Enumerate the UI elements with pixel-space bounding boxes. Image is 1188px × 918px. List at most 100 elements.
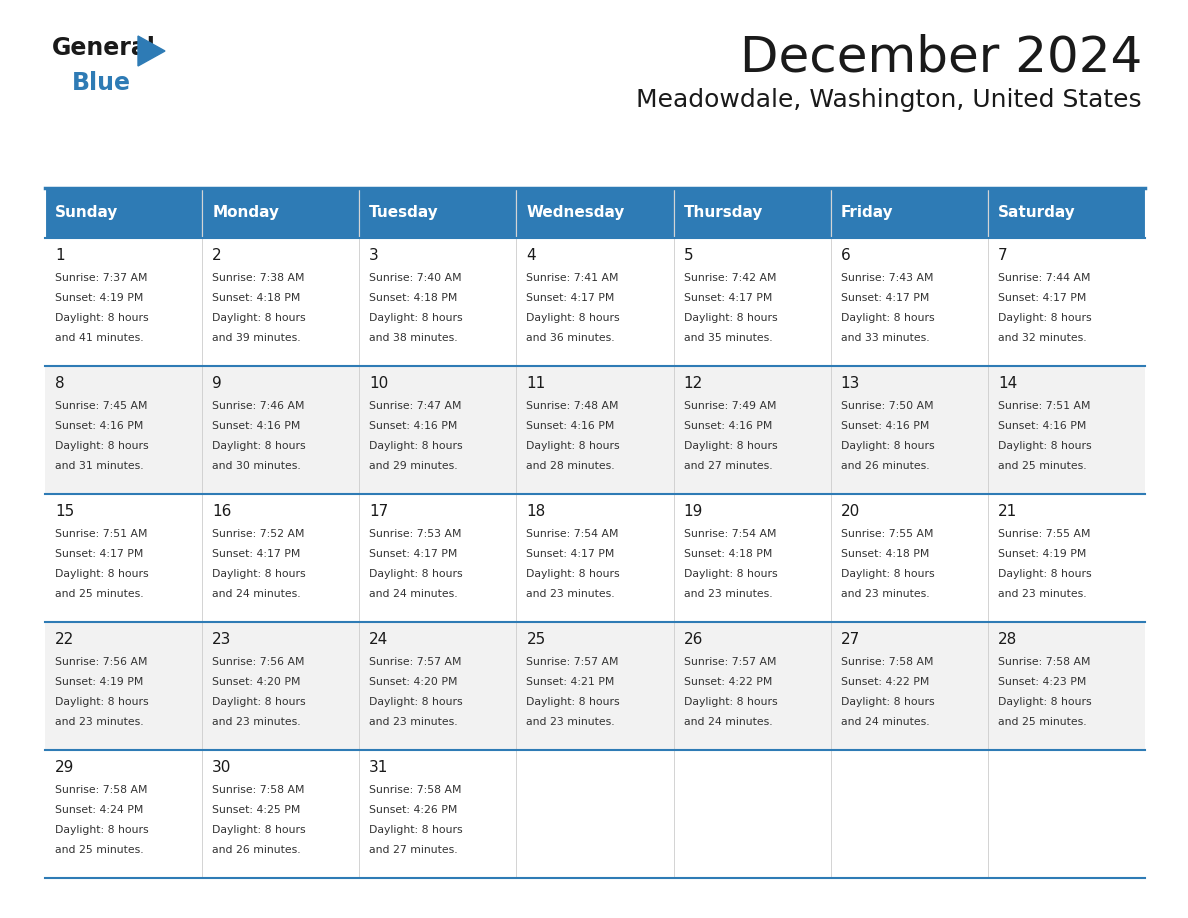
Text: 22: 22 [55,632,74,647]
Text: and 24 minutes.: and 24 minutes. [213,589,301,599]
Text: Sunset: 4:22 PM: Sunset: 4:22 PM [683,677,772,687]
Text: Sunset: 4:23 PM: Sunset: 4:23 PM [998,677,1086,687]
Text: Sunrise: 7:55 AM: Sunrise: 7:55 AM [998,529,1091,539]
Text: and 23 minutes.: and 23 minutes. [683,589,772,599]
Text: and 36 minutes.: and 36 minutes. [526,333,615,343]
Text: Sunset: 4:16 PM: Sunset: 4:16 PM [841,421,929,431]
Text: Sunset: 4:22 PM: Sunset: 4:22 PM [841,677,929,687]
Text: and 23 minutes.: and 23 minutes. [526,589,615,599]
Text: 17: 17 [369,504,388,519]
Bar [830,188,988,238]
Text: Daylight: 8 hours: Daylight: 8 hours [526,697,620,707]
Text: 28: 28 [998,632,1017,647]
Text: Sunrise: 7:58 AM: Sunrise: 7:58 AM [213,785,304,795]
Text: Sunset: 4:25 PM: Sunset: 4:25 PM [213,805,301,815]
Text: Daylight: 8 hours: Daylight: 8 hours [998,569,1092,579]
Text: and 23 minutes.: and 23 minutes. [369,717,457,727]
Text: Daylight: 8 hours: Daylight: 8 hours [55,697,148,707]
Text: Meadowdale, Washington, United States: Meadowdale, Washington, United States [637,88,1142,112]
Text: Tuesday: Tuesday [369,206,440,220]
Text: Daylight: 8 hours: Daylight: 8 hours [369,825,463,835]
Text: Sunset: 4:17 PM: Sunset: 4:17 PM [841,293,929,303]
Text: 3: 3 [369,248,379,263]
Bar [45,238,1145,366]
Text: Daylight: 8 hours: Daylight: 8 hours [683,313,777,323]
Text: Daylight: 8 hours: Daylight: 8 hours [55,825,148,835]
Text: Sunrise: 7:44 AM: Sunrise: 7:44 AM [998,273,1091,283]
Text: Sunset: 4:18 PM: Sunset: 4:18 PM [369,293,457,303]
Bar [517,188,674,238]
Text: Sunrise: 7:58 AM: Sunrise: 7:58 AM [369,785,462,795]
Text: 31: 31 [369,760,388,775]
Text: Daylight: 8 hours: Daylight: 8 hours [213,825,305,835]
Text: and 25 minutes.: and 25 minutes. [998,717,1087,727]
Text: 4: 4 [526,248,536,263]
Text: Daylight: 8 hours: Daylight: 8 hours [213,697,305,707]
Text: 9: 9 [213,376,222,391]
Text: Sunset: 4:24 PM: Sunset: 4:24 PM [55,805,144,815]
Text: Monday: Monday [213,206,279,220]
Text: 26: 26 [683,632,703,647]
Text: 1: 1 [55,248,64,263]
Text: Sunset: 4:16 PM: Sunset: 4:16 PM [683,421,772,431]
Text: 19: 19 [683,504,703,519]
Text: Daylight: 8 hours: Daylight: 8 hours [526,313,620,323]
Text: and 23 minutes.: and 23 minutes. [526,717,615,727]
Text: and 30 minutes.: and 30 minutes. [213,461,301,471]
Text: 23: 23 [213,632,232,647]
Text: Daylight: 8 hours: Daylight: 8 hours [369,569,463,579]
Text: Sunset: 4:16 PM: Sunset: 4:16 PM [526,421,615,431]
Text: and 24 minutes.: and 24 minutes. [683,717,772,727]
Text: Sunrise: 7:51 AM: Sunrise: 7:51 AM [55,529,147,539]
Bar [45,622,1145,750]
Text: Saturday: Saturday [998,206,1075,220]
Text: and 29 minutes.: and 29 minutes. [369,461,457,471]
Text: and 23 minutes.: and 23 minutes. [55,717,144,727]
Text: and 24 minutes.: and 24 minutes. [841,717,929,727]
Text: Sunset: 4:16 PM: Sunset: 4:16 PM [213,421,301,431]
Text: Sunrise: 7:57 AM: Sunrise: 7:57 AM [526,657,619,667]
Text: Sunset: 4:19 PM: Sunset: 4:19 PM [55,677,144,687]
Text: Blue: Blue [72,71,131,95]
Text: Sunrise: 7:52 AM: Sunrise: 7:52 AM [213,529,304,539]
Bar [45,494,1145,622]
Text: Daylight: 8 hours: Daylight: 8 hours [841,697,934,707]
Text: 7: 7 [998,248,1007,263]
Text: Sunset: 4:16 PM: Sunset: 4:16 PM [369,421,457,431]
Text: Daylight: 8 hours: Daylight: 8 hours [369,441,463,451]
Bar [674,188,830,238]
Text: Sunrise: 7:38 AM: Sunrise: 7:38 AM [213,273,304,283]
Text: Sunrise: 7:46 AM: Sunrise: 7:46 AM [213,401,304,411]
Text: Sunset: 4:18 PM: Sunset: 4:18 PM [683,549,772,559]
Text: 15: 15 [55,504,74,519]
Text: Sunrise: 7:43 AM: Sunrise: 7:43 AM [841,273,934,283]
Text: 5: 5 [683,248,693,263]
Text: Daylight: 8 hours: Daylight: 8 hours [213,569,305,579]
Text: 14: 14 [998,376,1017,391]
Text: Sunset: 4:17 PM: Sunset: 4:17 PM [369,549,457,559]
Text: 2: 2 [213,248,222,263]
Text: 11: 11 [526,376,545,391]
Text: Daylight: 8 hours: Daylight: 8 hours [998,697,1092,707]
Bar [202,188,359,238]
Polygon shape [138,36,165,66]
Text: Sunrise: 7:51 AM: Sunrise: 7:51 AM [998,401,1091,411]
Text: Sunset: 4:26 PM: Sunset: 4:26 PM [369,805,457,815]
Text: General: General [52,36,156,60]
Bar [45,188,202,238]
Text: Sunset: 4:21 PM: Sunset: 4:21 PM [526,677,615,687]
Text: Daylight: 8 hours: Daylight: 8 hours [841,313,934,323]
Text: Daylight: 8 hours: Daylight: 8 hours [369,697,463,707]
Text: and 33 minutes.: and 33 minutes. [841,333,929,343]
Text: Wednesday: Wednesday [526,206,625,220]
Text: Sunday: Sunday [55,206,119,220]
Text: Sunset: 4:17 PM: Sunset: 4:17 PM [683,293,772,303]
Text: 25: 25 [526,632,545,647]
Text: Friday: Friday [841,206,893,220]
Text: Daylight: 8 hours: Daylight: 8 hours [683,441,777,451]
Text: and 39 minutes.: and 39 minutes. [213,333,301,343]
Text: Sunset: 4:19 PM: Sunset: 4:19 PM [55,293,144,303]
Text: and 25 minutes.: and 25 minutes. [998,461,1087,471]
Text: 29: 29 [55,760,75,775]
Text: Daylight: 8 hours: Daylight: 8 hours [55,569,148,579]
